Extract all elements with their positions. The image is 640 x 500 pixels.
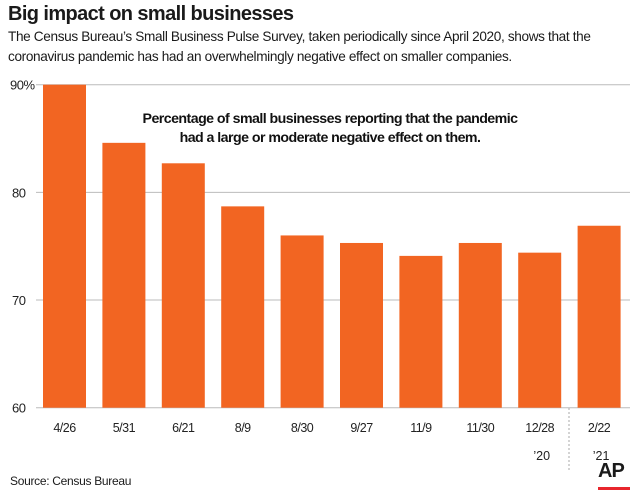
x-tick-label: 8/9	[235, 421, 251, 435]
x-tick-label: 5/31	[113, 421, 136, 435]
bar-2-22	[577, 225, 621, 408]
x-tick-label: 9/27	[350, 421, 373, 435]
bar-8-30	[280, 235, 324, 408]
ap-logo: AP	[598, 460, 625, 482]
chart-subtitle: The Census Bureau’s Small Business Pulse…	[8, 29, 591, 64]
bar-4-26	[43, 84, 86, 408]
bar-8-9	[221, 206, 265, 408]
bar-5-31	[102, 142, 146, 408]
x-tick-label: 4/26	[53, 421, 76, 435]
source-note: Source: Census Bureau	[10, 474, 132, 488]
bar-6-21	[161, 163, 205, 408]
y-tick-label: 90%	[10, 78, 35, 93]
y-tick-label: 60	[12, 401, 26, 416]
y-tick-label: 80	[12, 185, 26, 200]
x-tick-label: 12/28	[525, 421, 554, 435]
year-label: ’20	[533, 449, 550, 463]
bar-11-9	[399, 255, 443, 408]
ap-logo-underline	[598, 487, 630, 490]
chart-annotation: had a large or moderate negative effect …	[180, 130, 481, 146]
x-tick-label: 11/9	[410, 421, 432, 435]
bar-12-28	[518, 252, 562, 408]
bar-11-30	[458, 242, 502, 408]
year-label: ’21	[593, 449, 610, 463]
bar-9-27	[340, 242, 383, 408]
chart-annotation: Percentage of small businesses reporting…	[143, 111, 519, 127]
x-tick-label: 2/22	[588, 421, 611, 435]
chart-title: Big impact on small businesses	[8, 3, 294, 25]
x-tick-label: 6/21	[172, 421, 195, 435]
x-tick-label: 11/30	[466, 421, 494, 435]
y-tick-label: 70	[12, 293, 26, 308]
x-tick-label: 8/30	[291, 421, 314, 435]
